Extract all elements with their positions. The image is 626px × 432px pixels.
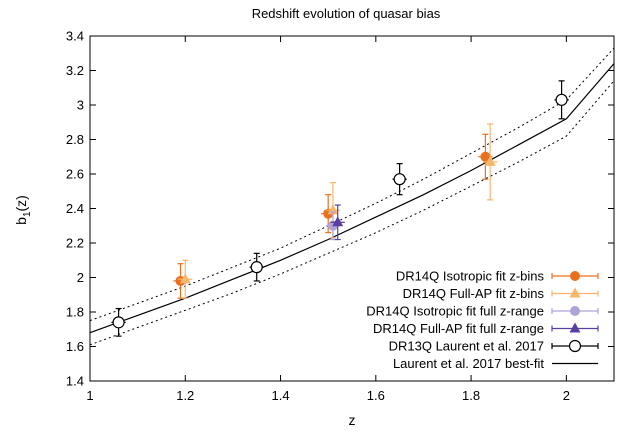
legend-marker: [570, 306, 580, 316]
x-tick-label: 1.8: [462, 388, 480, 403]
legend-marker: [568, 339, 582, 353]
legend-marker: [569, 322, 581, 333]
data-point: [179, 273, 191, 284]
data-point: [393, 173, 406, 186]
data-point: [480, 151, 491, 162]
legend-label: DR14Q Isotropic fit full z-range: [366, 304, 544, 319]
legend-label: DR13Q Laurent et al. 2017: [389, 339, 544, 354]
y-tick-label: 3.2: [66, 63, 84, 78]
x-axis-label: z: [349, 412, 356, 428]
data-point: [555, 93, 568, 106]
y-tick-label: 1.8: [66, 305, 84, 320]
best-fit-upper-band: [89, 47, 615, 322]
x-tick-label: 1: [86, 388, 93, 403]
legend-label: DR14Q Full-AP fit z-bins: [403, 286, 545, 301]
y-tick-label: 3: [77, 98, 84, 113]
legend-label: DR14Q Full-AP fit full z-range: [373, 321, 544, 336]
y-tick-label: 2.8: [66, 132, 84, 147]
legend-label: Laurent et al. 2017 best-fit: [393, 356, 544, 371]
plot-frame: [89, 35, 615, 382]
y-tick-label: 3.4: [66, 29, 84, 44]
best-fit-lower-band: [89, 80, 615, 346]
y-axis-label-subscript: 1: [22, 211, 33, 217]
y-tick-label: 2.4: [66, 201, 84, 216]
legend: DR14Q Isotropic fit z-bins DR14Q Full-AP …: [366, 269, 599, 371]
y-tick-label: 1.4: [66, 374, 84, 389]
data-point: [332, 216, 344, 227]
y-tick-label: 2: [77, 270, 84, 285]
legend-marker: [569, 287, 581, 298]
y-tick-label: 2.2: [66, 236, 84, 251]
data-point: [250, 261, 263, 274]
x-tick-label: 2: [563, 388, 570, 403]
axis-ticks: 1 1.2 1.4 1.6 1.8 2 1.4 1.6 1.8 2 2.2 2.4 2.6 2.8 3 3.2…: [66, 29, 614, 403]
legend-marker: [570, 271, 580, 281]
chart-title: Redshift evolution of quasar bias: [252, 6, 441, 21]
x-tick-label: 1.4: [272, 388, 290, 403]
y-tick-label: 2.6: [66, 167, 84, 182]
x-tick-label: 1.2: [176, 388, 194, 403]
x-tick-label: 1.6: [367, 388, 385, 403]
data-point: [484, 155, 496, 166]
legend-label: DR14Q Isotropic fit z-bins: [396, 269, 545, 284]
y-tick-label: 1.6: [66, 339, 84, 354]
y-axis-label: b1(z): [13, 195, 33, 225]
data-point: [112, 316, 125, 329]
y-axis-label-tail: (z): [13, 195, 29, 211]
best-fit-line: [89, 63, 615, 334]
y-axis-label-main: b: [13, 217, 29, 225]
data-points: [111, 80, 569, 337]
best-fit-curves: [89, 47, 615, 346]
